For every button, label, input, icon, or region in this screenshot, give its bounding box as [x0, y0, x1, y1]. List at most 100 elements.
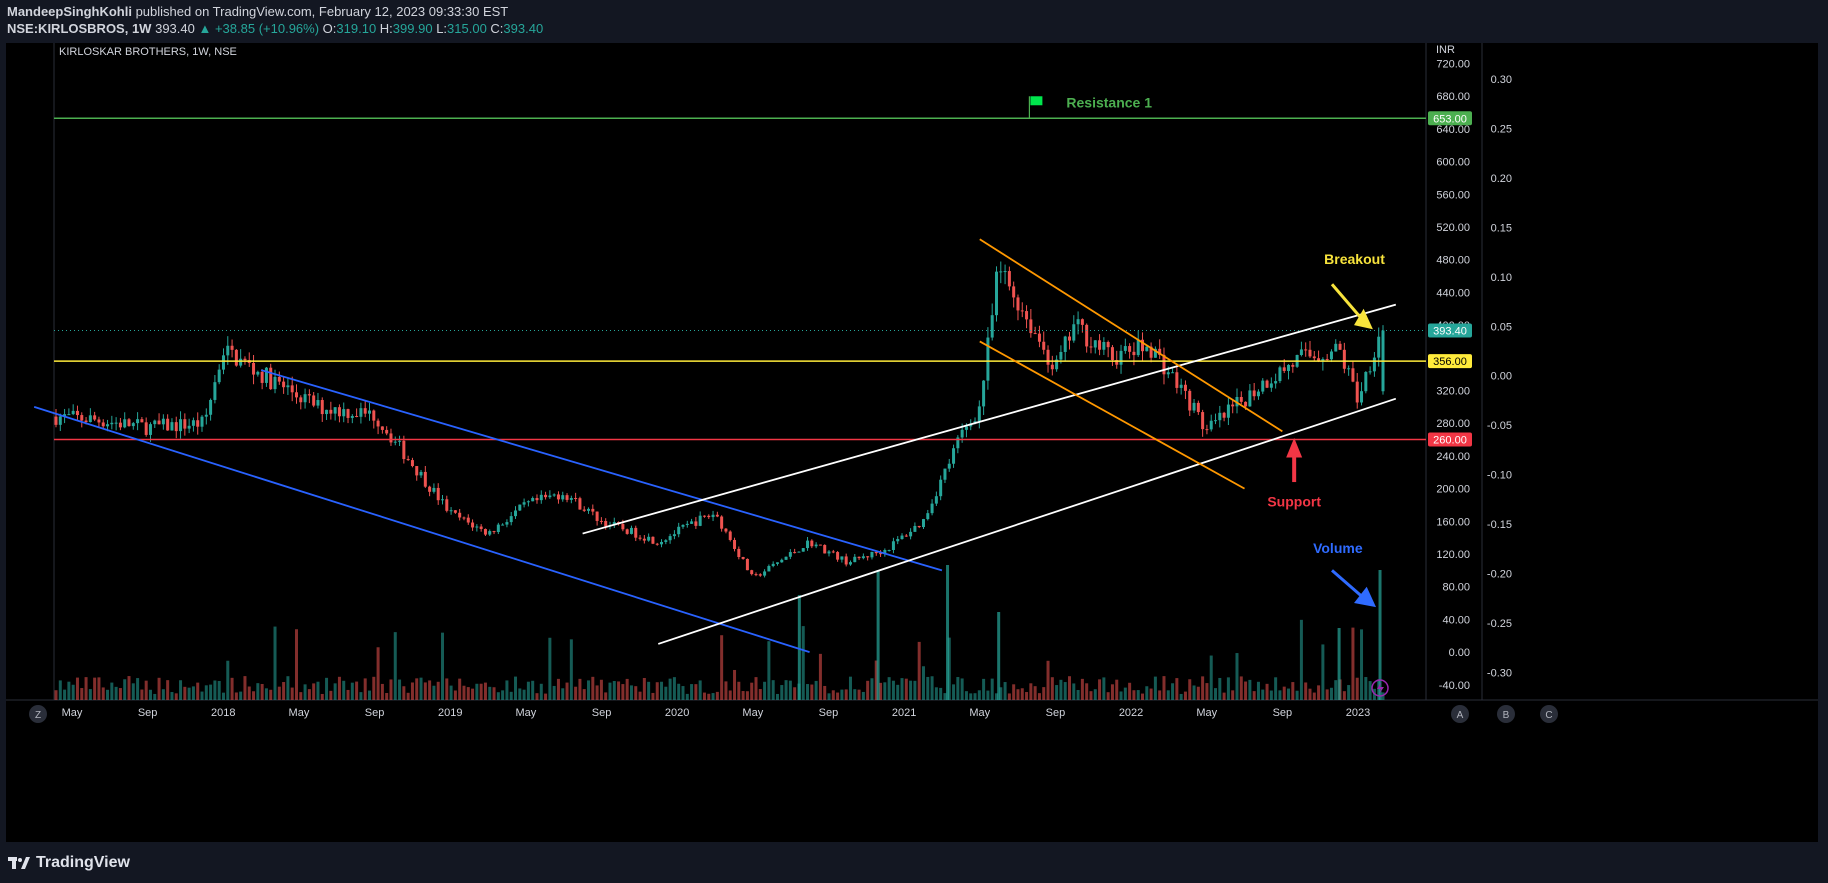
volume-bar: [58, 680, 62, 700]
candle-body: [999, 271, 1003, 273]
y2-tick-label: 0.10: [1491, 272, 1512, 284]
volume-bar: [466, 687, 470, 700]
candle-body: [1166, 372, 1170, 375]
volume-bar: [1089, 691, 1093, 700]
candle-body: [788, 552, 792, 557]
volume-bar: [1325, 689, 1329, 700]
candle-body: [947, 463, 951, 469]
candle-body: [148, 424, 152, 435]
breakout-arrow-shaft: [1330, 283, 1365, 322]
x-tick-label: 2021: [892, 707, 916, 719]
volume-bar: [273, 626, 277, 700]
author-name[interactable]: MandeepSinghKohli: [7, 4, 132, 19]
chart-area[interactable]: KIRLOSKAR BROTHERS, 1W, NSE INR 720.00 680.…: [6, 43, 1818, 842]
candle-body: [728, 531, 732, 540]
candle-body: [1265, 380, 1269, 388]
volume-bar: [118, 688, 122, 700]
volume-bar: [204, 685, 208, 700]
candle-body: [741, 557, 745, 559]
axis-button-c[interactable]: [1540, 705, 1558, 723]
candle-body: [1072, 324, 1076, 341]
volume-bar: [131, 683, 135, 700]
tradingview-logo[interactable]: TradingView: [8, 854, 130, 872]
candle-body: [239, 358, 243, 366]
trend-line[interactable]: [260, 369, 943, 572]
volume-spike: [797, 595, 801, 700]
trend-line[interactable]: [657, 397, 1397, 645]
trend-line[interactable]: [582, 303, 1397, 535]
candle-body: [110, 422, 114, 425]
x-tick-label: 2019: [438, 707, 462, 719]
volume-bar: [775, 693, 779, 700]
volume-bar: [299, 692, 303, 700]
candle-body: [1278, 367, 1282, 382]
volume-bar: [97, 677, 101, 700]
y2-tick-label: 0.25: [1491, 123, 1512, 135]
volume-bar: [964, 691, 968, 700]
candle-body: [879, 553, 883, 555]
trend-line[interactable]: [979, 340, 1245, 490]
candle-body: [1218, 412, 1222, 421]
candle-body: [1239, 396, 1243, 402]
volume-bar: [88, 689, 92, 700]
last-price: 393.40: [155, 21, 195, 36]
candle-body: [1007, 271, 1011, 287]
volume-bar: [587, 680, 591, 700]
volume-bar: [1265, 683, 1269, 700]
candle-body: [668, 536, 672, 541]
candle-body: [1299, 349, 1303, 355]
volume-bar: [1128, 682, 1132, 700]
y-tick-label: 320.00: [1436, 386, 1470, 398]
candle-body: [861, 556, 865, 559]
candle-body: [1317, 358, 1321, 361]
candle-body: [127, 419, 131, 427]
axis-button-a[interactable]: [1451, 705, 1469, 723]
axis-button-z[interactable]: [29, 705, 47, 723]
candle-body: [136, 419, 140, 424]
candle-body: [436, 487, 440, 501]
lightning-icon[interactable]: [1371, 679, 1389, 697]
axis-button-label-z: Z: [35, 710, 41, 721]
candle-body: [325, 409, 329, 415]
volume-bar: [1046, 660, 1050, 700]
volume-bar: [376, 647, 380, 700]
candle-body: [1055, 359, 1059, 370]
candle-body: [106, 424, 110, 427]
candle-body: [1080, 319, 1084, 325]
candle-body: [342, 409, 346, 417]
trend-line[interactable]: [979, 238, 1283, 433]
candle-body: [475, 526, 479, 528]
candle-body: [943, 468, 947, 480]
volume-bar: [595, 685, 599, 700]
volume-bar: [385, 693, 389, 700]
candle-body: [561, 495, 565, 500]
candle-body: [848, 562, 852, 565]
flag-icon: [1030, 96, 1043, 106]
candle-body: [1364, 372, 1368, 392]
candle-body: [1342, 349, 1346, 369]
candle-body: [1244, 401, 1248, 407]
candle-body: [844, 556, 848, 565]
volume-bar: [320, 693, 324, 700]
volume-bar: [1102, 677, 1106, 700]
candle-body: [114, 422, 118, 424]
candle-body: [827, 551, 831, 554]
price-chart[interactable]: KIRLOSKAR BROTHERS, 1W, NSE INR 720.00 680.…: [6, 43, 1818, 842]
volume-bar: [355, 681, 359, 700]
volume-bar: [428, 680, 432, 700]
candle-body: [359, 408, 363, 417]
candle-body: [977, 406, 981, 422]
candle-body: [1179, 384, 1183, 388]
candle-body: [1192, 402, 1196, 411]
volume-bar: [441, 632, 445, 700]
volume-bar: [1145, 686, 1149, 700]
y-tick-label: 560.00: [1436, 189, 1470, 201]
axis-button-b[interactable]: [1497, 705, 1515, 723]
volume-bar: [814, 680, 818, 700]
candle-body: [647, 536, 651, 541]
candle-body: [54, 416, 58, 425]
trend-line[interactable]: [33, 405, 810, 653]
candle-body: [737, 548, 741, 558]
candle-body: [660, 541, 664, 545]
breakout-arrow-head: [1354, 308, 1373, 330]
